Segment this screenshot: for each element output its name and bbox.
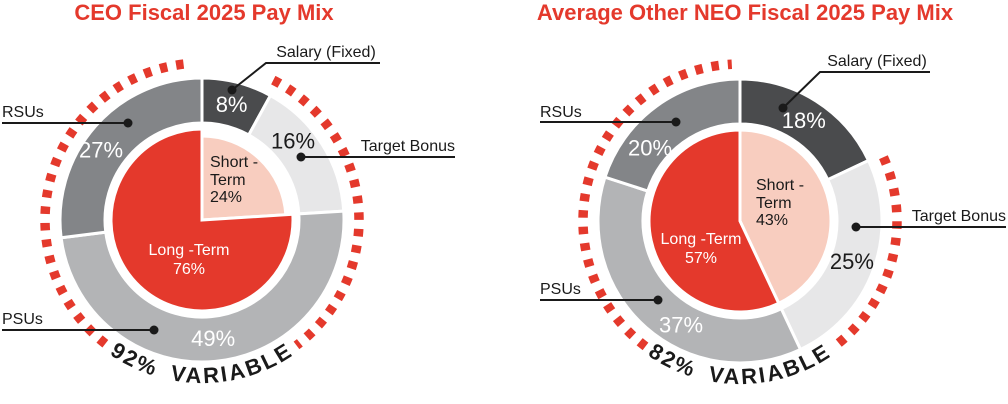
callout-psus: PSUs [2, 311, 159, 335]
callout-label: Target Bonus [361, 138, 455, 155]
pct-label-rsus: 20% [628, 136, 672, 161]
callout-psus: PSUs [540, 281, 663, 305]
callout-dot [851, 222, 861, 232]
pct-label-target-bonus: 25% [830, 249, 874, 274]
outer-segment-psus [59, 209, 346, 364]
pct-label-target-bonus: 16% [271, 129, 315, 154]
callout-dot [296, 152, 306, 162]
pct-label-salary-fixed: 18% [782, 108, 826, 133]
callout-target-bonus: Target Bonus [296, 138, 455, 162]
callout-label: Salary (Fixed) [276, 44, 376, 61]
inner-label-long-term: 57% [685, 250, 717, 267]
callout-label: Target Bonus [912, 208, 1006, 225]
inner-label-short-term: 43% [756, 212, 788, 229]
callout-label: PSUs [2, 311, 43, 328]
pct-label-rsus: 27% [79, 138, 123, 163]
ceo-chart-title: CEO Fiscal 2025 Pay Mix [74, 0, 334, 25]
pct-label-psus: 37% [659, 313, 703, 338]
pct-label-salary-fixed: 8% [216, 92, 248, 117]
inner-label-short-term: Short - [756, 177, 804, 194]
inner-label-long-term: 76% [173, 261, 205, 278]
callout-dot [778, 103, 788, 113]
inner-slice-long-term [647, 128, 781, 314]
neo-chart-title: Average Other NEO Fiscal 2025 Pay Mix [536, 0, 954, 25]
callout-rsus: RSUs [540, 104, 681, 127]
variable-dotted-arc [831, 155, 902, 351]
callout-dot [149, 325, 159, 335]
callout-dot [653, 295, 663, 305]
callout-leader-line [231, 62, 380, 91]
inner-label-short-term: Short - [210, 154, 258, 171]
inner-label-long-term: Long -Term [149, 242, 230, 259]
outer-segment-psus [596, 175, 803, 365]
callout-dot [671, 117, 681, 127]
callout-salary-fixed: Salary (Fixed) [227, 44, 380, 95]
inner-label-long-term: Long -Term [661, 231, 742, 248]
callout-label: Salary (Fixed) [827, 53, 927, 70]
variable-dotted-arc [271, 75, 364, 350]
inner-label-short-term: Term [210, 172, 246, 189]
inner-slice-short-term [738, 128, 833, 306]
pct-label-psus: 49% [191, 326, 235, 351]
inner-label-short-term: Term [756, 195, 792, 212]
callout-salary-fixed: Salary (Fixed) [778, 53, 930, 113]
callout-label: RSUs [540, 104, 582, 121]
variable-dotted-arc [40, 58, 189, 348]
callout-rsus: RSUs [2, 104, 133, 128]
callout-leader-line [782, 71, 930, 109]
callout-target-bonus: Target Bonus [851, 208, 1006, 232]
callout-label: RSUs [2, 104, 44, 121]
callout-dot [227, 85, 237, 95]
callout-dot [123, 118, 133, 128]
callout-label: PSUs [540, 281, 581, 298]
inner-slice-short-term [200, 134, 288, 222]
inner-label-short-term: 24% [210, 189, 242, 206]
inner-slice-long-term [109, 127, 295, 313]
outer-segment-rsus [58, 76, 204, 240]
outer-segment-rsus [603, 77, 742, 193]
